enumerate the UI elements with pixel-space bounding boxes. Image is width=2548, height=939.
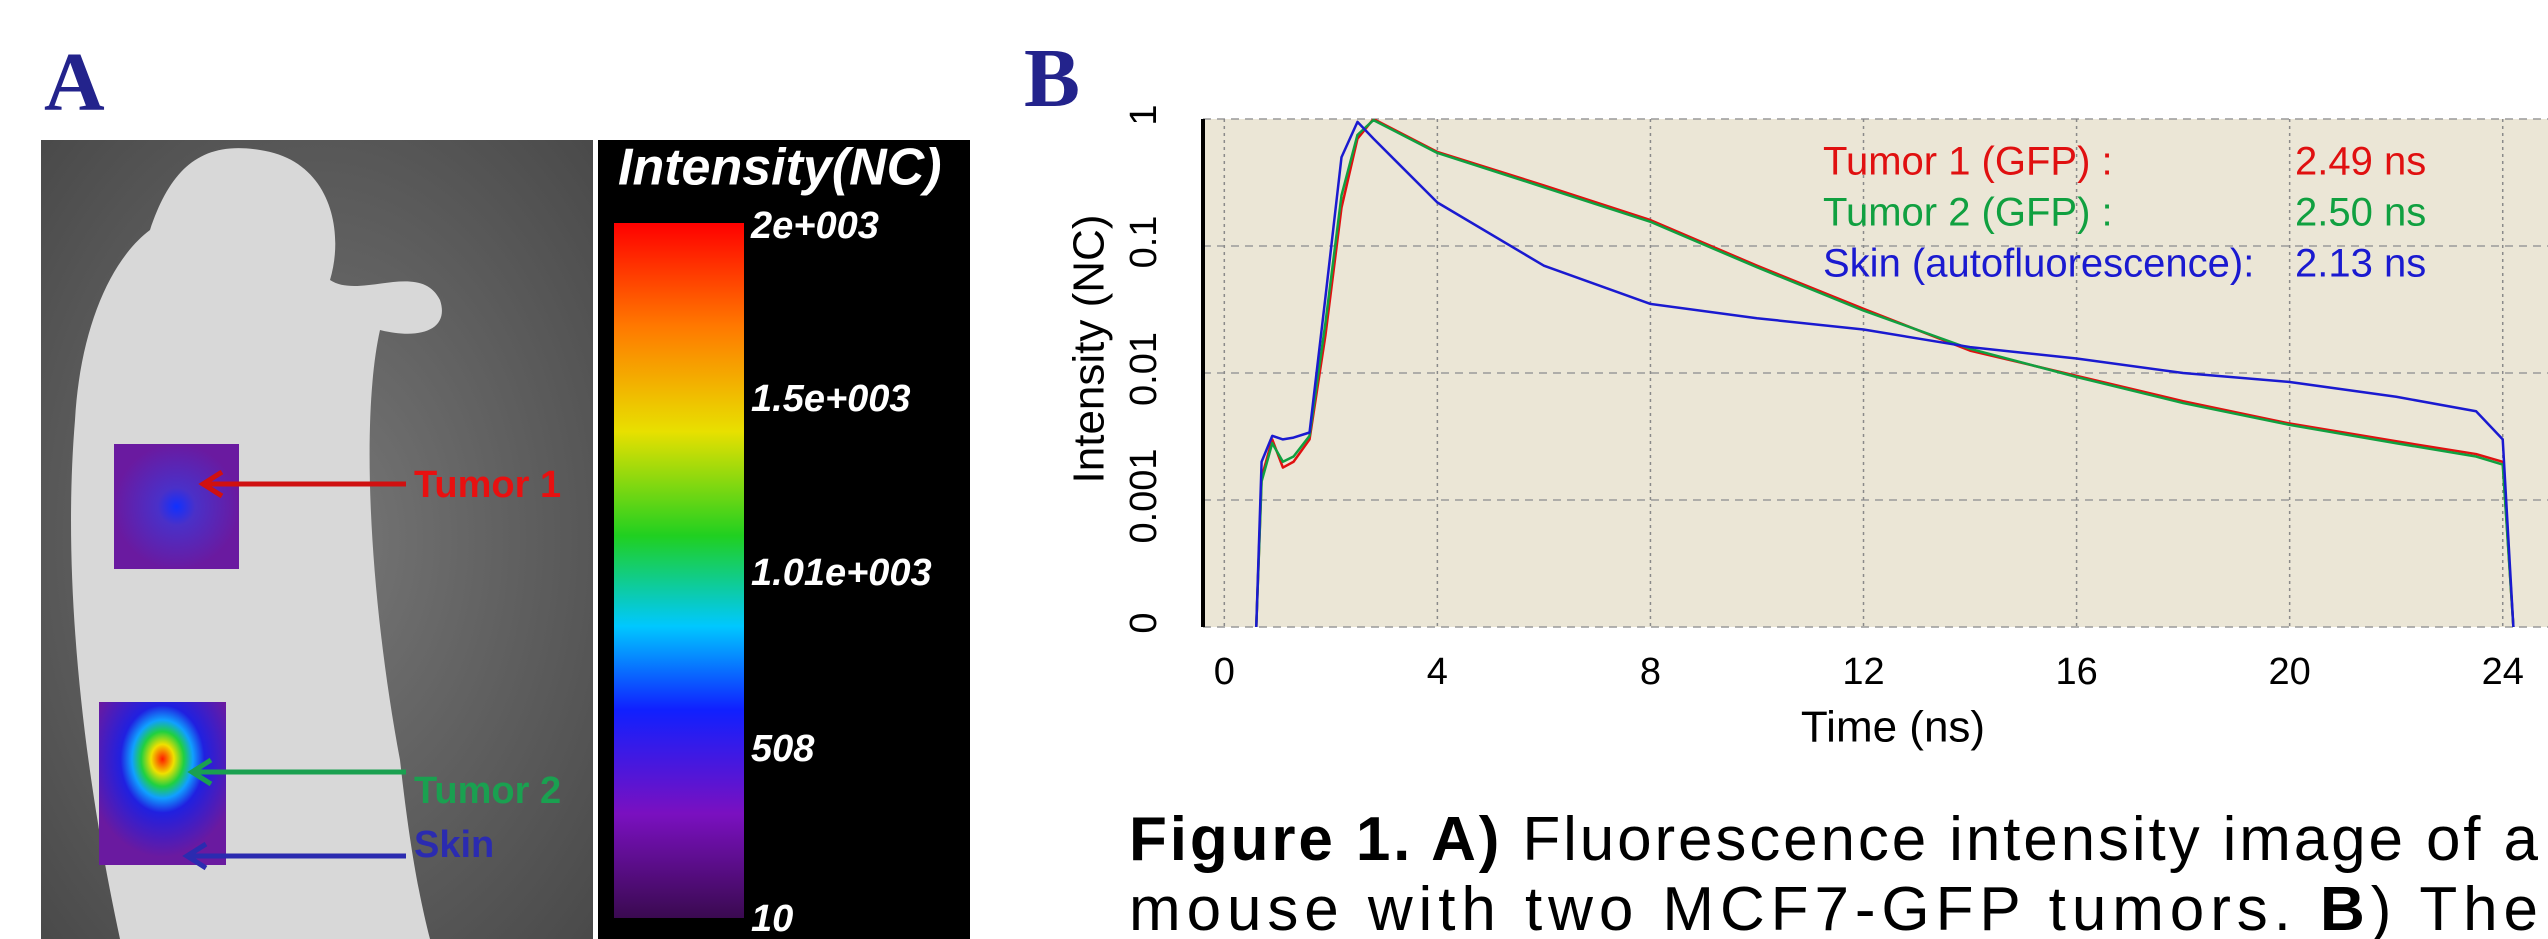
y-tick-label: 0.001 bbox=[1123, 448, 1165, 543]
legend-label: Tumor 2 (GFP) : bbox=[1823, 191, 2113, 235]
x-axis-label: Time (ns) bbox=[1801, 703, 1985, 752]
x-tick-label: 16 bbox=[2055, 651, 2097, 693]
x-tick-label: 12 bbox=[1842, 651, 1884, 693]
arrow bbox=[198, 469, 406, 499]
caption-text: Fluorescence intensity image of a bbox=[1502, 805, 2538, 874]
caption-line: mouse with two MCF7-GFP tumors. B) The bbox=[1129, 875, 2538, 939]
legend-value: 2.49 ns bbox=[2295, 140, 2426, 184]
tumor-2-overlay bbox=[99, 702, 226, 865]
caption-text: B bbox=[2320, 875, 2365, 939]
annotation: Tumor 2 bbox=[414, 770, 561, 812]
y-tick-label: 0.01 bbox=[1123, 332, 1165, 406]
caption-text: Figure 1. A) bbox=[1129, 805, 1499, 874]
x-tick-label: 0 bbox=[1214, 651, 1235, 693]
plot: 0 0.001 0.01 0.1 1 0 4 8 12 16 20 24 bbox=[1123, 104, 2548, 693]
series-line bbox=[1255, 119, 2515, 627]
panel-label: A bbox=[44, 36, 105, 129]
arrow bbox=[187, 757, 406, 787]
tumor-1-overlay bbox=[114, 444, 239, 569]
legend-label: Skin (autofluorescence): bbox=[1823, 242, 2254, 286]
colorbar bbox=[614, 223, 744, 918]
series bbox=[1255, 120, 2515, 627]
colorbar-title: Intensity(NC) bbox=[618, 139, 942, 197]
series-line bbox=[1255, 119, 2515, 627]
colorbar-label: 1.01e+003 bbox=[751, 552, 932, 594]
colorbar-label: 2e+003 bbox=[750, 205, 879, 247]
legend-value: 2.13 ns bbox=[2295, 242, 2426, 286]
y-tick-label: 1 bbox=[1123, 104, 1165, 125]
y-tick-label: 0 bbox=[1123, 612, 1165, 633]
arrows bbox=[182, 469, 406, 871]
colorbar-label: 508 bbox=[751, 728, 815, 770]
series bbox=[1255, 119, 2515, 627]
y-axis-label: Intensity (NC) bbox=[1065, 215, 1114, 484]
y-tick-label: 0.1 bbox=[1123, 216, 1165, 269]
series-line bbox=[1255, 120, 2515, 627]
x-tick-label: 20 bbox=[2269, 651, 2311, 693]
legend-value: 2.50 ns bbox=[2295, 191, 2426, 235]
panel-label: B bbox=[1024, 32, 1080, 125]
caption-line: Figure 1. A) Fluorescence intensity imag… bbox=[1129, 805, 2539, 874]
annotation: Skin bbox=[414, 824, 494, 866]
colorbar-label: 10 bbox=[751, 898, 793, 939]
x-tick-label: 24 bbox=[2482, 651, 2524, 693]
legend-label: Tumor 1 (GFP) : bbox=[1823, 140, 2113, 184]
x-tick-label: 8 bbox=[1640, 651, 1661, 693]
caption-text: ) The bbox=[2371, 875, 2538, 939]
x-tick-label: 4 bbox=[1427, 651, 1448, 693]
arrow bbox=[182, 841, 406, 871]
caption-text: mouse with two MCF7-GFP tumors. bbox=[1129, 875, 2314, 939]
series bbox=[1255, 119, 2515, 627]
annotation: Tumor 1 bbox=[414, 464, 561, 506]
colorbar-label: 1.5e+003 bbox=[751, 378, 911, 420]
